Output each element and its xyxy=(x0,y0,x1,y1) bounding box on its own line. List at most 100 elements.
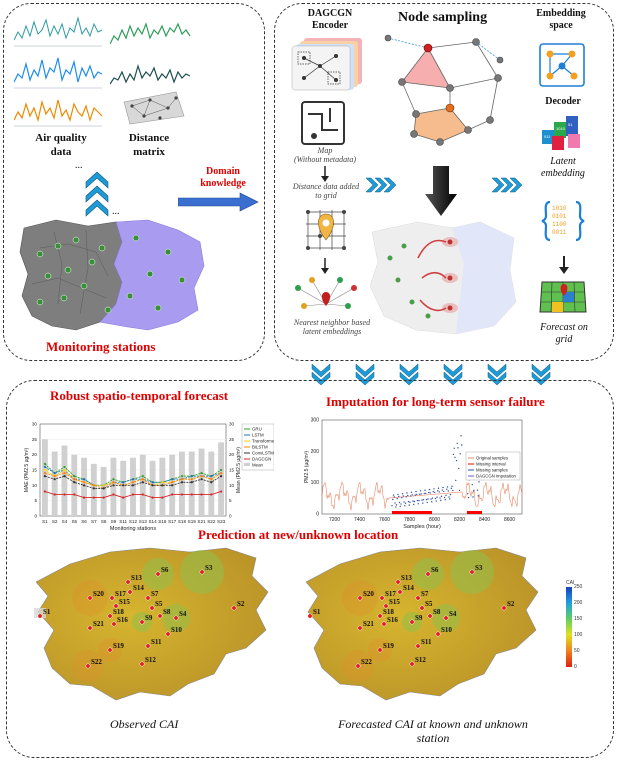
missing-sample-point xyxy=(437,487,440,489)
y-tick-label: 0 xyxy=(34,514,37,519)
embedding-graph-icon xyxy=(539,43,585,87)
series-point xyxy=(200,493,203,496)
legend-box xyxy=(465,451,521,481)
series-point xyxy=(102,484,105,487)
missing-sample-point xyxy=(417,503,419,505)
series-point xyxy=(112,478,115,481)
missing-sample-point xyxy=(459,453,461,455)
forecasted-caption: Forecasted CAI at known and unknown stat… xyxy=(338,717,528,746)
series-point xyxy=(82,484,86,487)
missing-sample-point xyxy=(450,487,452,490)
missing-sample-point xyxy=(418,499,420,502)
missing-sample-point xyxy=(403,501,405,503)
series-point xyxy=(112,481,115,484)
series-point xyxy=(102,496,105,499)
series-point xyxy=(112,484,115,487)
series-point xyxy=(63,475,66,478)
station-label: S19 xyxy=(113,642,124,650)
missing-sample-point xyxy=(449,493,452,496)
series-point xyxy=(73,493,76,496)
missing-sample-point xyxy=(431,497,434,499)
missing-sample-point xyxy=(392,498,394,501)
x-tick-label: S11 xyxy=(119,519,127,524)
mean-bar xyxy=(110,457,117,516)
legend-label: LSTM xyxy=(252,433,264,438)
x-tick-label: S8 xyxy=(101,519,107,524)
station-label: S21 xyxy=(363,620,374,628)
missing-sample-point xyxy=(419,490,422,492)
series-point xyxy=(161,484,164,487)
station-marker xyxy=(435,631,441,637)
right-arrow-icon xyxy=(178,192,259,212)
encoder-stack-graphic xyxy=(291,38,362,91)
missing-sample-point xyxy=(424,489,426,491)
legend-label: GRU xyxy=(252,427,262,432)
missing-sample-point xyxy=(432,491,434,493)
results-panel xyxy=(6,380,614,758)
colorbar-tick: 100 xyxy=(574,632,583,638)
domain-knowledge-label: Domain knowledge xyxy=(200,166,246,189)
series-point xyxy=(53,478,56,481)
series-point xyxy=(53,471,56,475)
series-point xyxy=(141,478,144,481)
series-point xyxy=(43,490,46,493)
station-marker xyxy=(173,615,179,621)
x-tick-label: 8600 xyxy=(504,517,515,523)
series-point xyxy=(131,493,135,496)
station-marker xyxy=(155,571,161,577)
y-tick-label: 30 xyxy=(32,422,38,427)
series-point xyxy=(141,481,144,484)
station-marker xyxy=(377,647,383,653)
cai-colorbar xyxy=(566,587,572,667)
station-label: S18 xyxy=(113,608,124,616)
station-label: S8 xyxy=(163,608,171,616)
series-point xyxy=(180,478,184,481)
y2-tick-label: 10 xyxy=(229,483,235,488)
missing-sample-point xyxy=(452,489,454,492)
station-label: S22 xyxy=(361,658,372,666)
stations-map xyxy=(19,219,205,331)
mean-bar xyxy=(218,442,225,516)
station-label: S9 xyxy=(145,614,153,622)
encoder-title: DAGCGN Encoder xyxy=(307,8,353,31)
y2-tick-label: 0 xyxy=(229,514,232,519)
mean-bar xyxy=(90,463,97,516)
y-tick-label: 25 xyxy=(32,437,38,442)
y2-tick-label: 20 xyxy=(229,452,235,457)
colorbar-tick: 0 xyxy=(574,664,577,670)
mean-bar xyxy=(179,451,185,516)
series-point xyxy=(210,478,213,481)
colorbar-tick: 200 xyxy=(574,600,583,606)
y2-tick-label: 5 xyxy=(229,498,232,503)
legend-label: BiLSTM xyxy=(252,445,268,450)
missing-sample-point xyxy=(467,493,469,495)
legend-swatch xyxy=(244,463,250,466)
missing-sample-point xyxy=(446,486,449,488)
missing-sample-point xyxy=(429,492,431,494)
station-label: S11 xyxy=(421,638,432,646)
missing-sample-point xyxy=(428,491,430,494)
legend-label: ConvLSTM xyxy=(252,451,274,456)
station-marker xyxy=(125,579,131,585)
series-point xyxy=(92,487,95,490)
missing-sample-point xyxy=(430,498,432,500)
svg-text:01: 01 xyxy=(568,122,573,127)
station-marker xyxy=(111,621,117,627)
missing-sample-point xyxy=(399,505,401,508)
station-label: S1 xyxy=(313,608,321,616)
latent-label: Latent embedding xyxy=(541,156,585,179)
missing-sample-point xyxy=(394,502,396,504)
imputation-chart: 7200 7400 7600 7800 8000 8200 8400 8600 0 100 200 3… xyxy=(304,418,523,530)
missing-sample-point xyxy=(407,500,410,503)
series-point xyxy=(63,468,66,472)
station-label: S5 xyxy=(425,600,433,608)
station-label: S6 xyxy=(161,566,169,574)
distance-matrix-graphic xyxy=(123,91,185,125)
station-label: S12 xyxy=(145,656,156,664)
station-marker xyxy=(381,621,387,627)
station-marker xyxy=(409,661,415,667)
missing-sample-point xyxy=(428,488,431,491)
missing-sample-point xyxy=(455,479,457,482)
y-tick-label: 300 xyxy=(311,418,320,424)
